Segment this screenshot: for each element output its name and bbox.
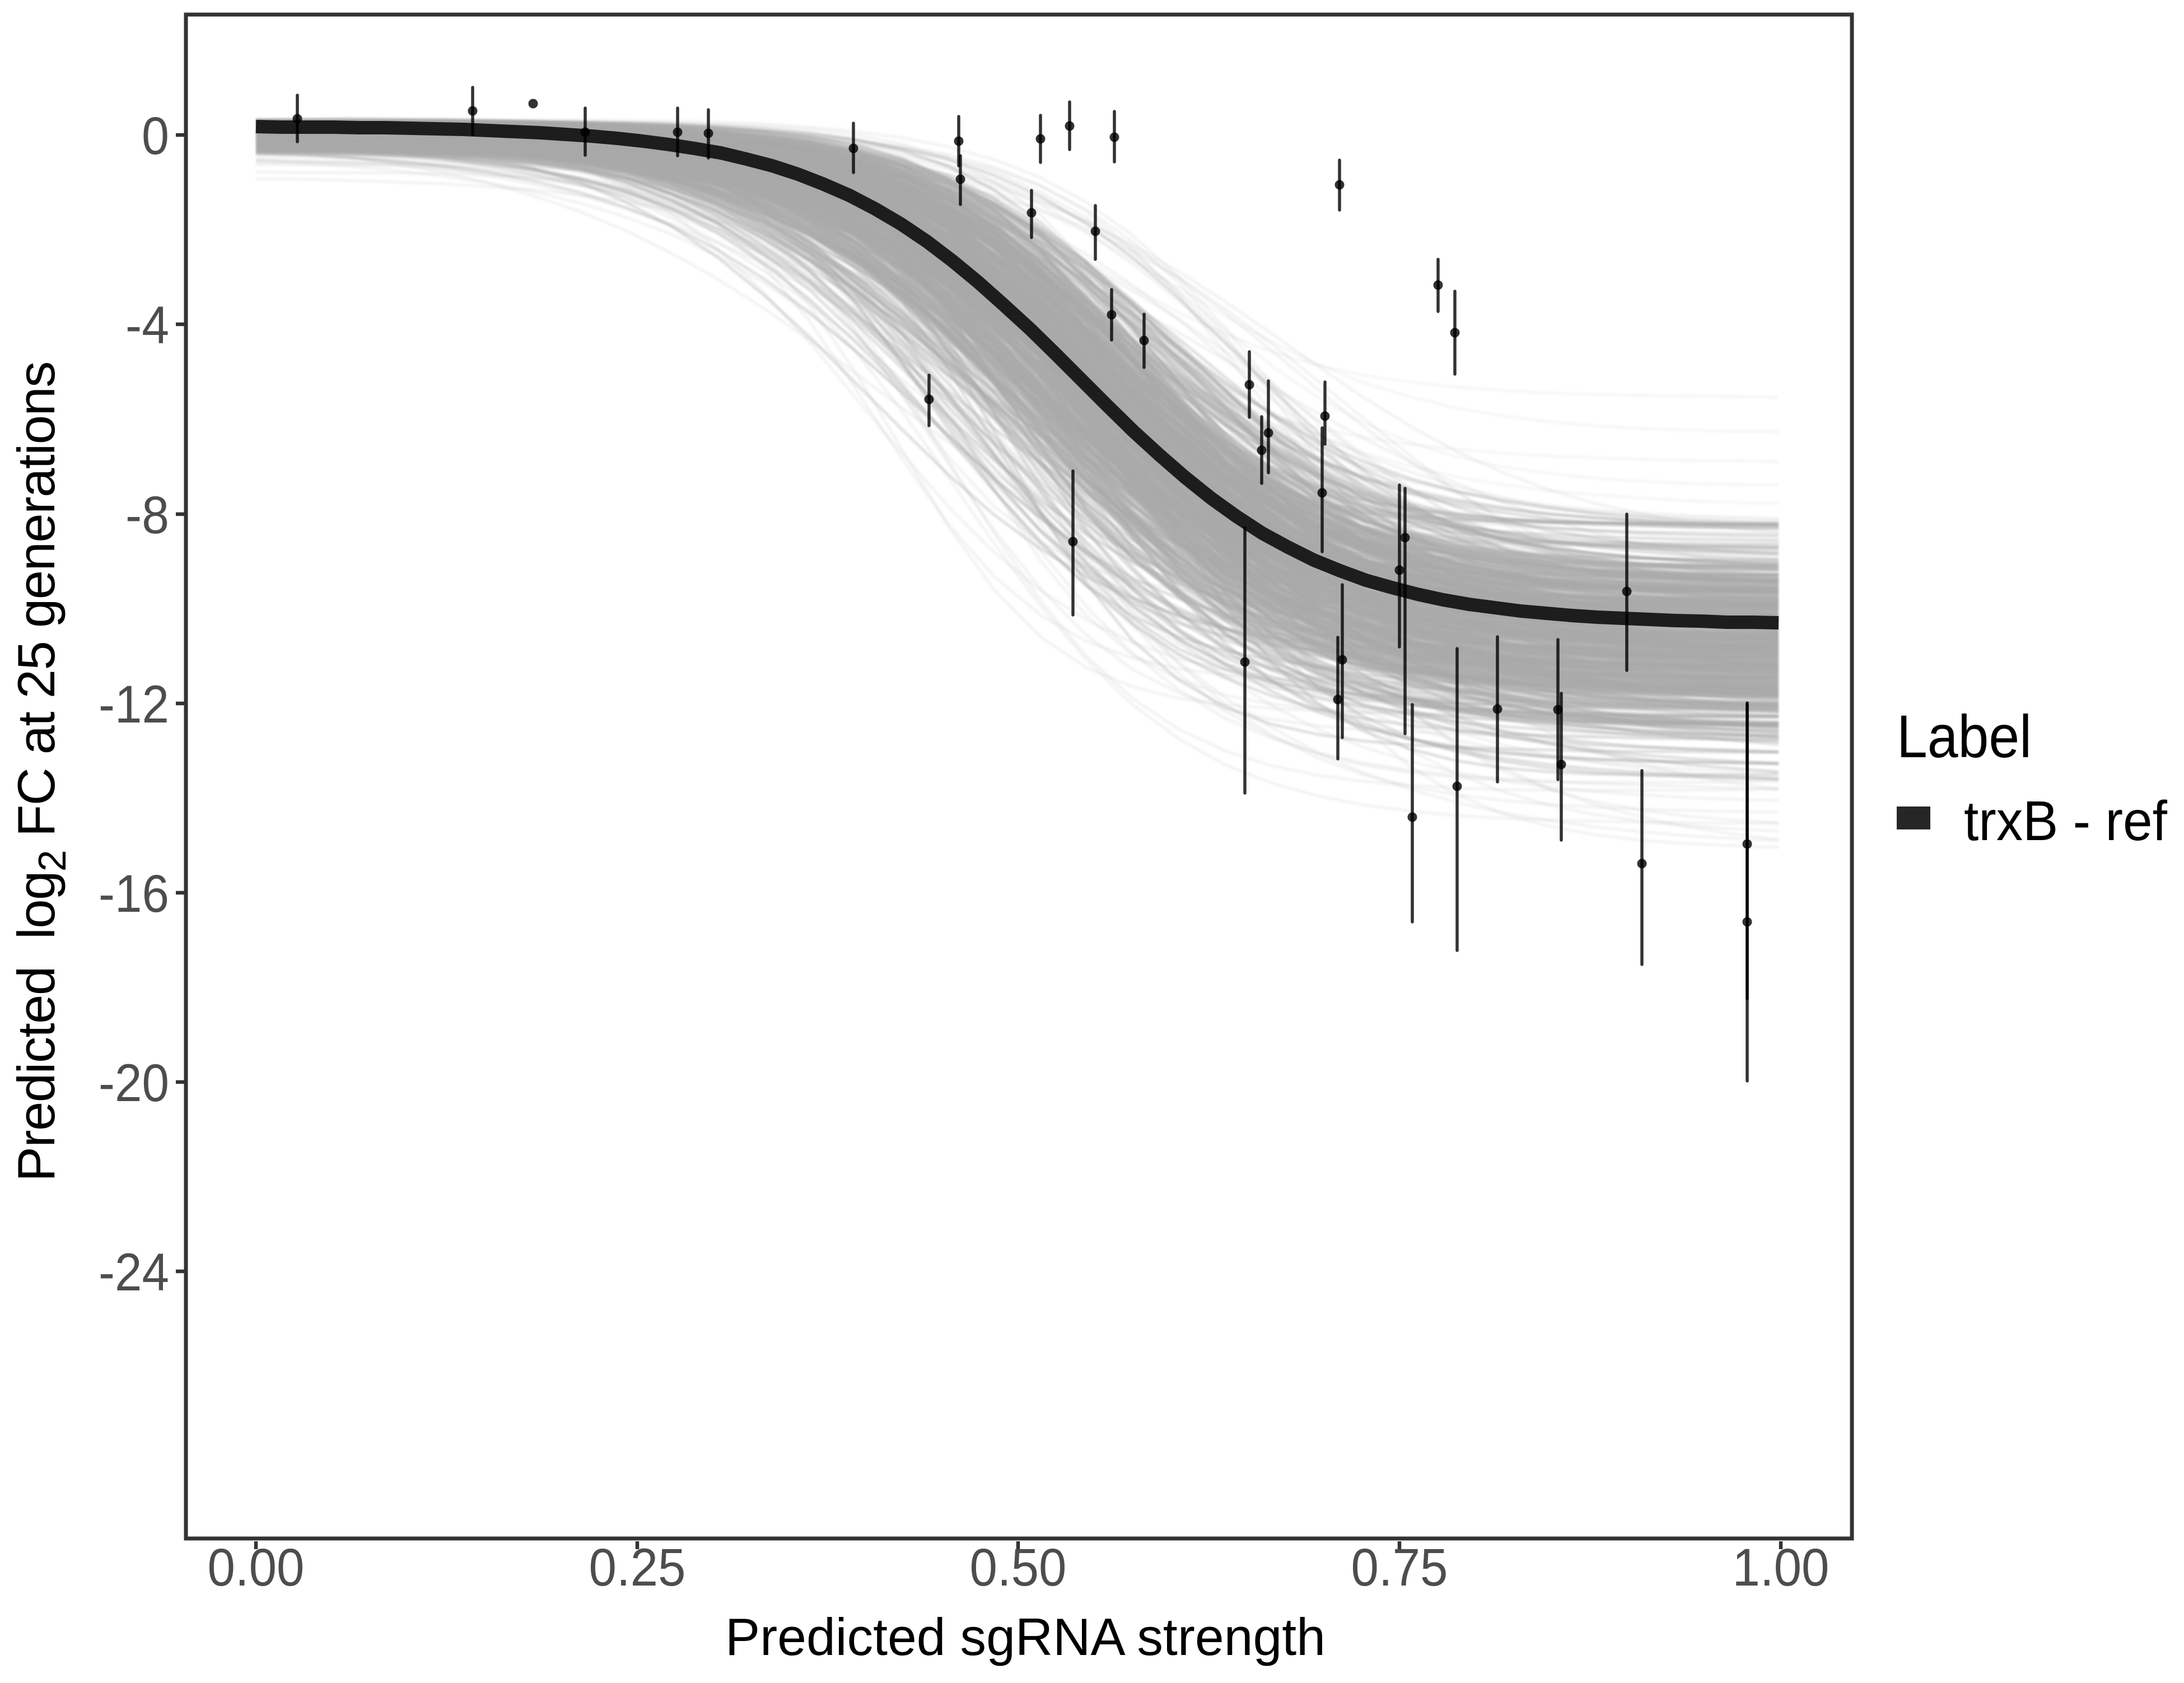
svg-text:0: 0: [142, 106, 169, 166]
svg-text:-8: -8: [125, 486, 169, 545]
svg-text:0.75: 0.75: [1351, 1538, 1448, 1597]
svg-text:-16: -16: [99, 864, 169, 924]
svg-text:-20: -20: [99, 1053, 169, 1113]
svg-text:0.00: 0.00: [208, 1538, 305, 1597]
svg-text:0.50: 0.50: [970, 1538, 1067, 1597]
svg-text:-24: -24: [99, 1243, 169, 1302]
svg-text:-4: -4: [125, 296, 169, 355]
svg-text:-12: -12: [99, 675, 169, 734]
svg-text:Label: Label: [1897, 702, 2032, 770]
svg-text:0.25: 0.25: [589, 1538, 686, 1597]
svg-text:Predicted log2 FC at 25 gener: Predicted log2 FC at 25 generations: [7, 362, 74, 1182]
svg-text:Predicted sgRNA strength: Predicted sgRNA strength: [725, 1607, 1326, 1666]
svg-text:1.00: 1.00: [1733, 1538, 1830, 1597]
svg-text:trxB - ref: trxB - ref: [1964, 790, 2167, 852]
